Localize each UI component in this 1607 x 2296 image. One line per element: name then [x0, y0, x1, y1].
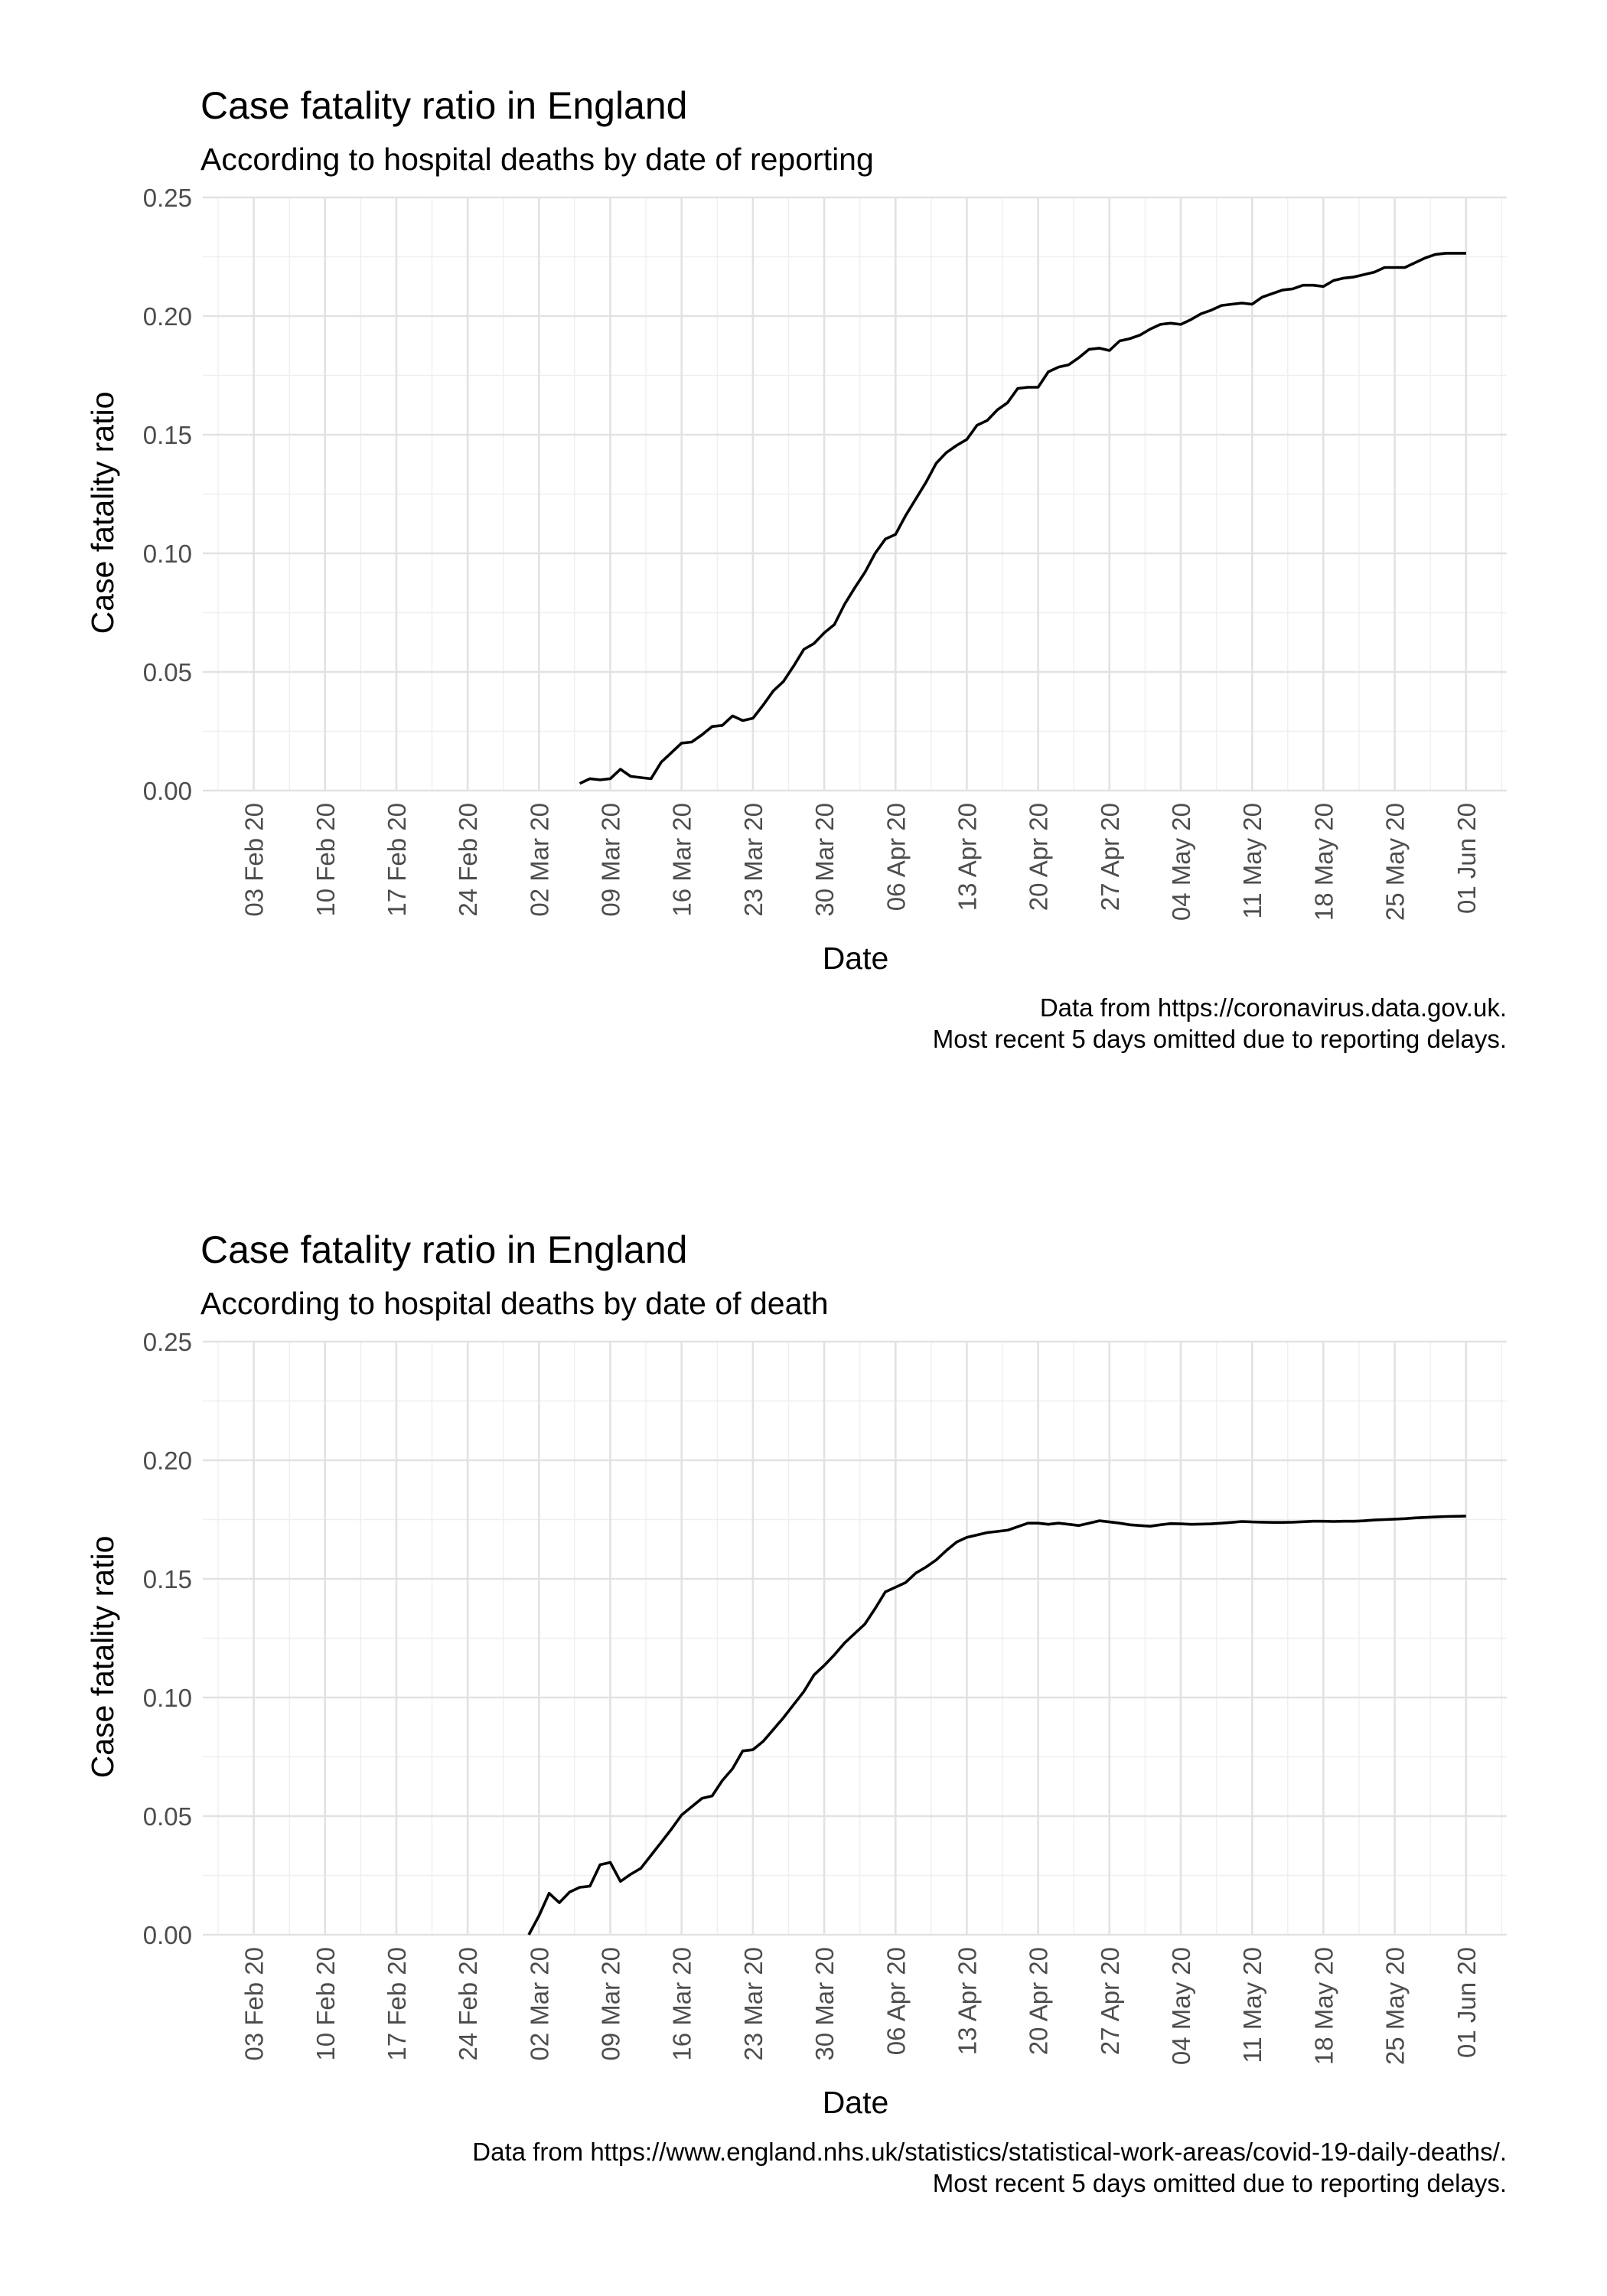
y-tick-label: 0.15 — [143, 421, 192, 449]
x-tick-label: 16 Mar 20 — [668, 803, 696, 917]
x-tick-label: 30 Mar 20 — [810, 803, 839, 917]
x-tick-label: 06 Apr 20 — [882, 803, 910, 911]
chart-panel-death-date: 0.00 0.05 0.10 0.15 0.20 0.25 03 Feb 20 10 Feb… — [0, 1144, 1607, 2292]
grid — [203, 196, 1507, 792]
series-line — [527, 1515, 1466, 1936]
caption-line-2: Most recent 5 days omitted due to report… — [933, 1025, 1507, 1053]
x-tick-label: 09 Mar 20 — [597, 803, 625, 917]
x-tick-label: 24 Feb 20 — [454, 803, 482, 917]
x-tick-label: 17 Feb 20 — [383, 1947, 411, 2061]
x-tick-label: 03 Feb 20 — [240, 803, 269, 917]
grid — [203, 1340, 1507, 1936]
y-axis-label: Case fatality ratio — [85, 392, 120, 634]
caption-line-1: Data from https://www.england.nhs.uk/sta… — [472, 2138, 1507, 2166]
x-tick-label: 09 Mar 20 — [597, 1947, 625, 2061]
y-tick-label: 0.20 — [143, 302, 192, 331]
y-tick-label: 0.05 — [143, 1802, 192, 1831]
y-tick-label: 0.10 — [143, 540, 192, 568]
chart-subtitle: According to hospital deaths by date of … — [200, 142, 874, 177]
x-tick-label: 01 Jun 20 — [1452, 1947, 1481, 2058]
y-tick-label: 0.20 — [143, 1446, 192, 1475]
y-tick-label: 0.00 — [143, 777, 192, 805]
chart-subtitle: According to hospital deaths by date of … — [200, 1286, 829, 1321]
series — [579, 252, 1466, 785]
x-ticks: 03 Feb 20 10 Feb 20 17 Feb 20 24 Feb 20 02 M… — [240, 1947, 1481, 2065]
y-ticks: 0.00 0.05 0.10 0.15 0.20 0.25 — [143, 184, 192, 805]
x-tick-label: 27 Apr 20 — [1096, 1947, 1124, 2055]
x-tick-label: 25 May 20 — [1381, 803, 1410, 921]
x-tick-label: 06 Apr 20 — [882, 1947, 910, 2055]
x-tick-label: 30 Mar 20 — [810, 1947, 839, 2061]
x-tick-label: 13 Apr 20 — [953, 1947, 981, 2055]
x-axis-label: Date — [823, 941, 889, 976]
x-tick-label: 04 May 20 — [1167, 803, 1195, 921]
x-tick-label: 02 Mar 20 — [525, 1947, 553, 2061]
chart-svg: 0.00 0.05 0.10 0.15 0.20 0.25 03 Feb 20 10 Feb… — [85, 84, 1507, 1053]
x-tick-label: 10 Feb 20 — [311, 803, 340, 917]
x-tick-label: 02 Mar 20 — [525, 803, 553, 917]
x-ticks: 03 Feb 20 10 Feb 20 17 Feb 20 24 Feb 20 02 M… — [240, 803, 1481, 921]
series — [527, 1515, 1466, 1936]
x-tick-label: 11 May 20 — [1238, 803, 1266, 919]
x-tick-label: 01 Jun 20 — [1452, 803, 1481, 914]
x-tick-label: 04 May 20 — [1167, 1947, 1195, 2065]
x-tick-label: 25 May 20 — [1381, 1947, 1410, 2065]
x-tick-label: 24 Feb 20 — [454, 1947, 482, 2061]
y-tick-label: 0.10 — [143, 1684, 192, 1712]
x-tick-label: 03 Feb 20 — [240, 1947, 269, 2061]
x-tick-label: 17 Feb 20 — [383, 803, 411, 917]
x-tick-label: 10 Feb 20 — [311, 1947, 340, 2061]
x-tick-label: 20 Apr 20 — [1025, 803, 1053, 911]
y-tick-label: 0.00 — [143, 1921, 192, 1949]
x-tick-label: 16 Mar 20 — [668, 1947, 696, 2061]
x-axis-label: Date — [823, 2085, 889, 2120]
y-tick-label: 0.25 — [143, 184, 192, 212]
x-tick-label: 13 Apr 20 — [953, 803, 981, 911]
chart-panel-reporting: 0.00 0.05 0.10 0.15 0.20 0.25 03 Feb 20 10 Feb… — [85, 84, 1507, 1053]
x-tick-label: 11 May 20 — [1238, 1947, 1266, 2063]
y-tick-label: 0.05 — [143, 658, 192, 687]
y-tick-label: 0.15 — [143, 1565, 192, 1593]
x-tick-label: 18 May 20 — [1309, 803, 1338, 921]
x-tick-label: 20 Apr 20 — [1025, 1947, 1053, 2055]
x-tick-label: 23 Mar 20 — [739, 803, 768, 917]
chart-title: Case fatality ratio in England — [200, 1228, 687, 1271]
chart-svg: 0.00 0.05 0.10 0.15 0.20 0.25 03 Feb 20 10 Feb… — [85, 1228, 1507, 2197]
caption-line-1: Data from https://coronavirus.data.gov.u… — [1040, 993, 1507, 1022]
x-tick-label: 18 May 20 — [1309, 1947, 1338, 2065]
chart-title: Case fatality ratio in England — [200, 84, 687, 127]
caption-line-2: Most recent 5 days omitted due to report… — [933, 2169, 1507, 2197]
y-axis-label: Case fatality ratio — [85, 1536, 120, 1779]
x-tick-label: 27 Apr 20 — [1096, 803, 1124, 911]
series-line — [579, 252, 1466, 785]
y-tick-label: 0.25 — [143, 1328, 192, 1356]
x-tick-label: 23 Mar 20 — [739, 1947, 768, 2061]
y-ticks: 0.00 0.05 0.10 0.15 0.20 0.25 — [143, 1328, 192, 1949]
